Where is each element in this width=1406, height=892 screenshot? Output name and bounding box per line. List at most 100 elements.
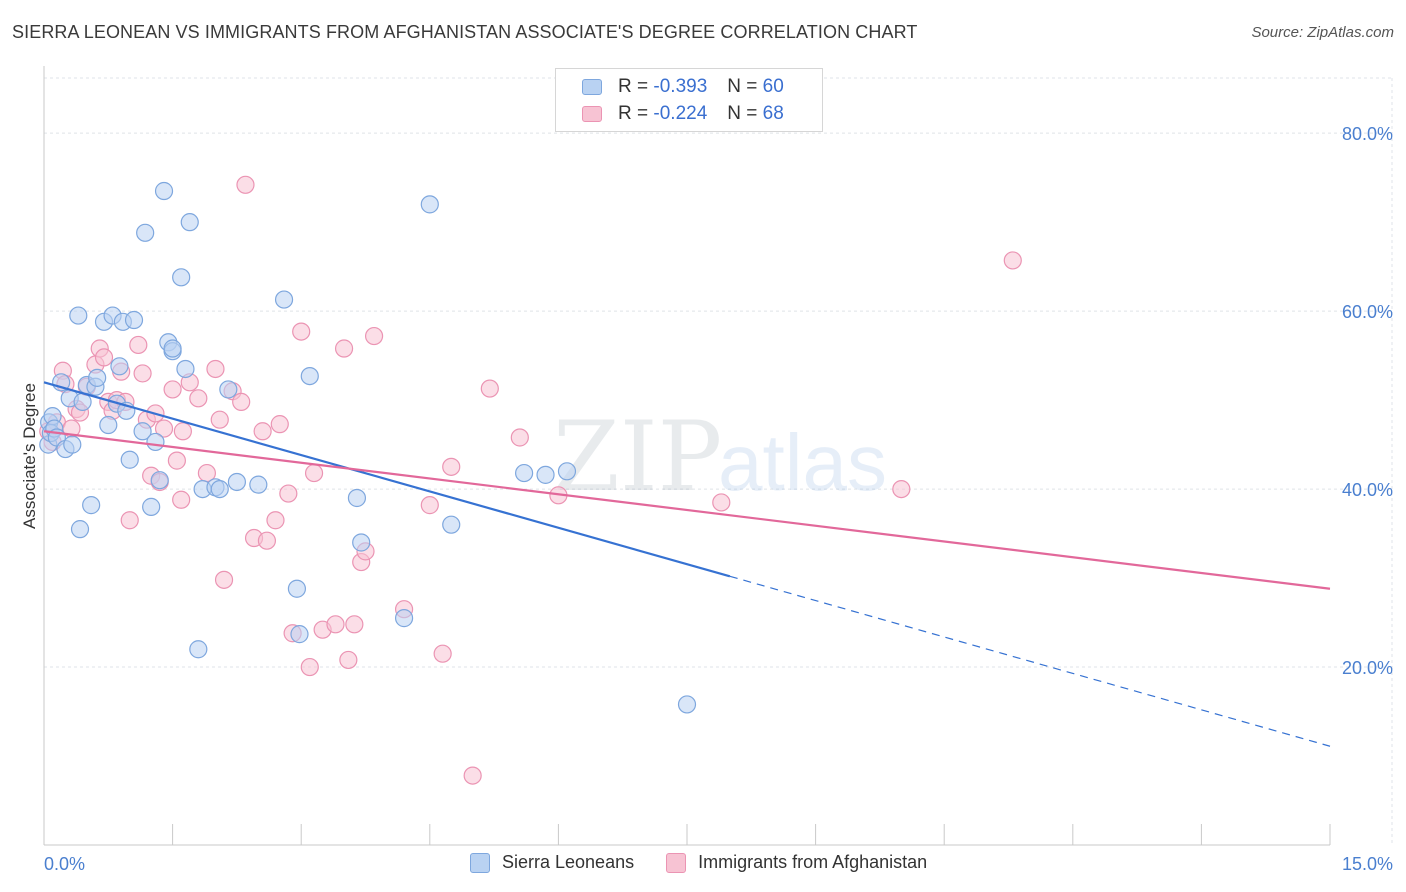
legend-item-afghanistan: Immigrants from Afghanistan xyxy=(666,852,927,873)
data-point xyxy=(515,463,534,483)
data-point xyxy=(536,465,555,484)
data-point xyxy=(290,625,309,644)
correlation-legend: R = -0.393 N = 60 R = -0.224 N = 68 xyxy=(555,68,823,132)
legend-n-label: N = xyxy=(727,103,758,124)
trend-line-afghanistan xyxy=(43,430,1331,590)
data-point xyxy=(172,268,191,287)
data-point xyxy=(133,364,152,383)
data-point xyxy=(270,415,289,434)
data-point xyxy=(70,520,90,539)
source-label: Source: ZipAtlas.com xyxy=(1251,24,1394,41)
data-point xyxy=(300,657,319,677)
legend-label: Immigrants from Afghanistan xyxy=(698,852,928,872)
data-point xyxy=(712,493,731,512)
legend-r-value: -0.224 xyxy=(653,103,708,124)
legend-r-label: R = xyxy=(618,103,649,124)
data-point xyxy=(347,488,367,508)
data-point xyxy=(253,422,272,441)
data-point xyxy=(189,640,208,659)
data-point xyxy=(180,213,199,232)
data-point xyxy=(257,531,277,550)
legend-n-value: 60 xyxy=(762,76,784,97)
legend-n-label: N = xyxy=(727,76,758,97)
chart-title: SIERRA LEONEAN VS IMMIGRANTS FROM AFGHAN… xyxy=(12,22,918,42)
data-point xyxy=(154,181,174,201)
data-point xyxy=(120,511,139,530)
legend-n-value: 68 xyxy=(762,103,784,124)
data-point xyxy=(339,650,358,670)
x-tick-label: 15.0% xyxy=(1342,854,1393,874)
legend-swatch-blue xyxy=(582,79,602,95)
legend-swatch-blue xyxy=(470,852,490,873)
legend-item-sierra-leoneans: Sierra Leoneans xyxy=(470,852,634,873)
data-point xyxy=(892,479,911,499)
data-point xyxy=(88,368,107,387)
data-point xyxy=(219,380,238,399)
legend-row-afghanistan: R = -0.224 N = 68 xyxy=(582,102,784,126)
data-point xyxy=(677,695,697,714)
data-point xyxy=(163,380,182,399)
data-point xyxy=(210,410,229,429)
legend-swatch-pink xyxy=(666,852,687,873)
data-point xyxy=(345,615,364,634)
watermark: ZIP atlas xyxy=(553,401,887,513)
data-point xyxy=(206,359,225,379)
data-point xyxy=(433,644,452,663)
data-point xyxy=(442,515,461,534)
y-tick-label: 80.0% xyxy=(1342,124,1393,144)
legend-r-label: R = xyxy=(618,76,649,97)
data-point xyxy=(172,490,191,509)
data-point xyxy=(176,359,195,379)
data-point xyxy=(334,339,354,358)
data-point xyxy=(236,175,255,194)
y-tick-label: 60.0% xyxy=(1342,302,1393,322)
data-point xyxy=(82,496,101,515)
data-point xyxy=(232,392,251,411)
data-point xyxy=(150,471,169,490)
data-point xyxy=(279,484,298,503)
y-tick-label: 40.0% xyxy=(1342,480,1393,500)
data-point xyxy=(292,322,311,341)
grid-lines xyxy=(44,77,1393,845)
data-point xyxy=(557,462,577,481)
data-point xyxy=(136,223,155,242)
legend-row-sierra-leoneans: R = -0.393 N = 60 xyxy=(582,75,784,99)
data-point xyxy=(146,432,165,452)
data-point xyxy=(394,609,414,628)
data-point xyxy=(442,457,461,476)
tick-labels: 20.0% 40.0% 60.0% 80.0% 0.0% 15.0% xyxy=(44,124,1393,874)
data-point xyxy=(129,335,148,355)
trend-line-sierra-leoneans xyxy=(43,381,731,578)
data-point xyxy=(463,766,482,785)
axes xyxy=(43,66,1331,846)
data-point xyxy=(63,435,82,454)
data-point xyxy=(420,496,439,515)
data-point xyxy=(249,475,268,494)
y-tick-label: 20.0% xyxy=(1342,658,1393,678)
data-point xyxy=(154,419,174,438)
x-tick-label: 0.0% xyxy=(44,854,85,874)
data-point xyxy=(110,357,129,376)
data-point xyxy=(326,615,345,634)
data-point xyxy=(133,422,152,441)
legend-swatch-pink xyxy=(582,106,602,122)
data-point xyxy=(163,339,182,358)
data-point xyxy=(214,570,234,589)
watermark-atlas: atlas xyxy=(718,418,887,507)
data-point xyxy=(69,306,88,325)
trend-line-sierra-leoneans-extrapolated xyxy=(729,575,1331,747)
data-point xyxy=(304,463,324,483)
series-legend: Sierra Leoneans Immigrants from Afghanis… xyxy=(470,852,959,873)
data-point xyxy=(352,533,371,552)
y-axis-label: Associate's Degree xyxy=(20,383,39,529)
data-point xyxy=(266,511,285,530)
watermark-zip: ZIP xyxy=(553,401,722,513)
data-point xyxy=(287,579,307,598)
data-point xyxy=(189,389,208,408)
data-point xyxy=(300,366,319,386)
data-point xyxy=(120,450,139,469)
data-point xyxy=(1003,251,1022,270)
data-point xyxy=(173,422,192,441)
legend-label: Sierra Leoneans xyxy=(502,852,635,872)
data-point xyxy=(274,290,294,309)
